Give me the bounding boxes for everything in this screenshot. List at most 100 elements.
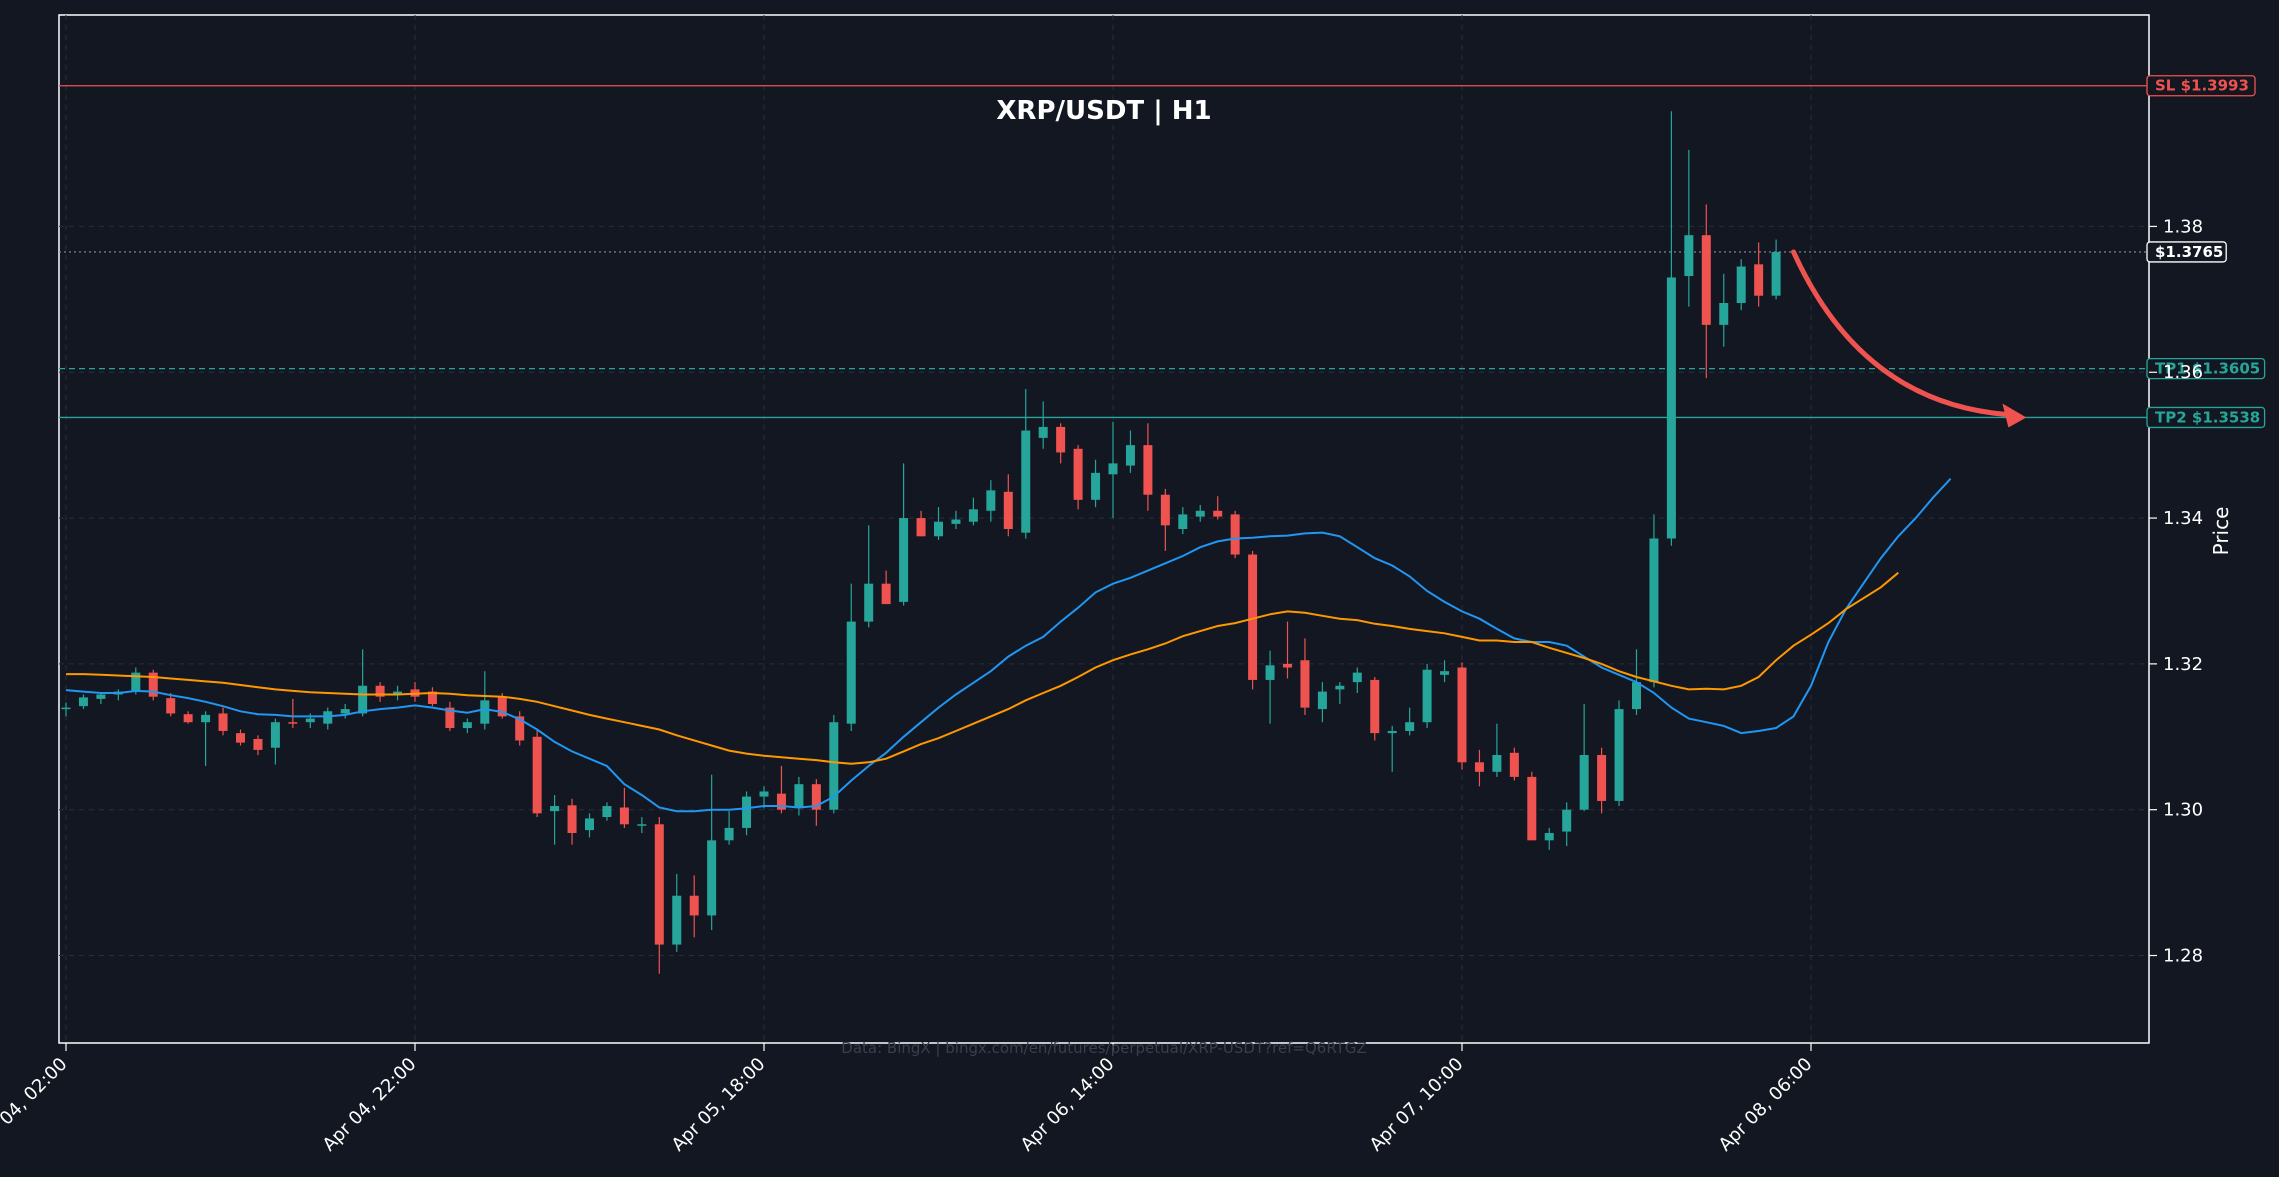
candle-body [619,807,629,825]
candle-body [1195,510,1205,517]
level-label-tp1: TP1 $1.3605 [2155,360,2260,378]
candle-body [236,733,245,743]
y-tick-label: 1.32 [2163,654,2203,675]
candle-body [1666,277,1676,539]
level-label-box-tp1 [2146,357,2266,380]
plot-area [58,14,2150,1044]
candle-body [672,895,682,945]
y-tick-label: 1.34 [2163,508,2203,529]
level-label-box-sl [2146,75,2256,97]
candle-body [707,840,717,916]
candle-body [899,518,909,602]
candle-body [1230,514,1240,555]
candle-body [1056,426,1066,453]
candle-body [270,722,280,748]
candle-body [1317,691,1327,710]
candle-body [1754,264,1764,296]
candle-body [288,722,298,724]
candle-body [1474,762,1484,772]
candle-body [1300,660,1310,708]
candle-body [654,824,664,945]
candle-body [1038,426,1048,438]
candle-body [1649,538,1659,683]
candle-body [602,806,612,817]
candle-body [1073,448,1083,500]
level-label-box-current [2146,241,2227,263]
candle-body [515,716,525,741]
candle-body [532,736,542,814]
candle-body [1579,755,1589,810]
x-tick-label: Apr 08, 06:00 [1715,1054,1817,1156]
candle-body [759,791,769,797]
x-tick-label: Apr 06, 14:00 [1017,1054,1119,1156]
candle-body [811,784,821,810]
candle-body [166,698,176,714]
candle-body [1509,752,1519,777]
grid [59,15,2149,1043]
candle-body [201,714,211,723]
candle-body [829,722,839,810]
candle-body [1544,833,1554,841]
candle-body [724,827,734,841]
x-tick-label: Apr 04, 02:00 [0,1054,72,1156]
candle-body [951,519,961,524]
y-tick-label: 1.38 [2163,216,2203,237]
candle-body [480,700,490,724]
candle-body [1370,679,1380,734]
y-tick-label: 1.28 [2163,946,2203,967]
candle-body [148,672,158,697]
candle-body [1108,463,1118,475]
candle-body [1771,251,1781,296]
candle-body [131,672,141,692]
candle-body [968,509,978,522]
arrow-curve [1791,249,2009,417]
candle-body [1527,776,1537,841]
y-tick-label: 1.36 [2163,362,2203,383]
candle-body [61,707,71,710]
x-tick-label: Apr 05, 18:00 [668,1054,770,1156]
candle-body [794,784,804,809]
candle-body [916,518,926,537]
x-tick-label: Apr 07, 10:00 [1366,1054,1468,1156]
candle-body [462,722,472,729]
candles [61,111,1781,974]
candle-body [846,621,856,724]
candle-body [1160,494,1170,526]
candle-body [340,709,350,714]
candle-body [689,895,699,916]
candle-body [881,583,891,605]
watermark: Data: BingX | bingx.com/en/futures/perpe… [841,1039,1366,1057]
candle-body [864,583,874,622]
candle-body [1387,730,1397,734]
candle-body [183,714,193,723]
candle-body [1352,672,1362,683]
candle-body [427,691,437,704]
x-tick-label: Apr 04, 22:00 [319,1054,421,1156]
candle-body [1335,685,1345,690]
candle-body [1283,663,1292,668]
candle-body [776,793,786,810]
y-tick-label: 1.30 [2163,800,2203,821]
level-label-sl: SL $1.3993 [2155,77,2249,95]
chart-title: XRP/USDT | H1 [996,96,1211,126]
candle-body [637,824,647,826]
candle-body [1457,667,1467,763]
candle-body [78,697,88,707]
candle-body [218,713,228,731]
candle-body [393,691,403,695]
candle-body [358,685,368,714]
candle-body [1213,510,1223,517]
candle-body [497,696,507,717]
candle-body [1614,709,1624,801]
level-label-current: $1.3765 [2155,243,2223,261]
candle-body [1440,671,1450,675]
candle-body [1405,722,1415,731]
candle-body [934,521,943,537]
moving-averages [65,478,1952,813]
candle-body [323,711,333,724]
candle-body [1003,491,1013,529]
candle-body [550,806,560,812]
candle-body [1632,682,1641,710]
candle-body [585,818,594,831]
